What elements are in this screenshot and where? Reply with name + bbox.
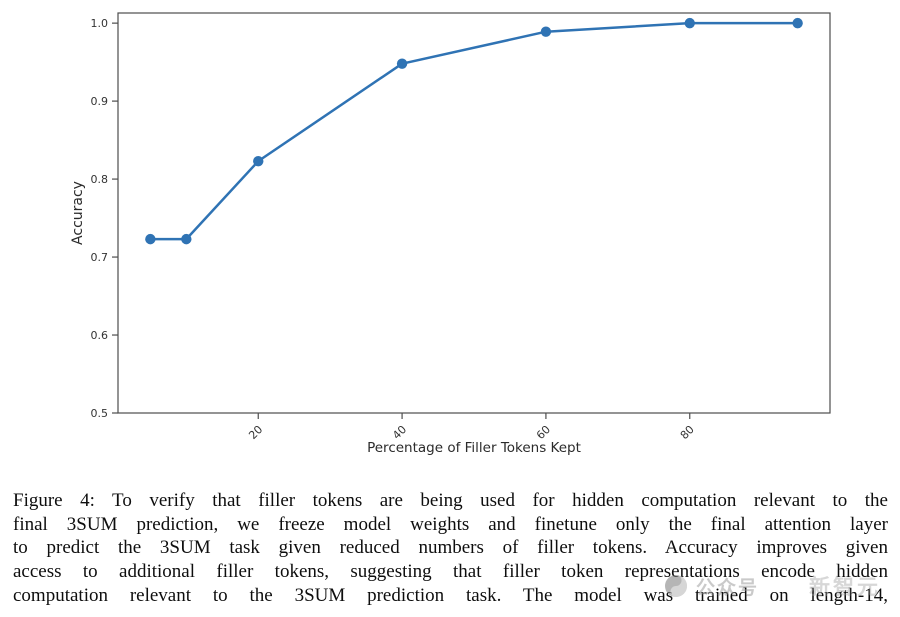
y-axis-label: Accuracy <box>70 181 86 245</box>
caption-line: final 3SUM prediction, we freeze model w… <box>13 513 888 535</box>
caption-line: access to additional filler tokens, sugg… <box>13 561 888 583</box>
data-point-marker <box>181 233 192 245</box>
caption-line: to predict the 3SUM task given reduced n… <box>13 537 888 559</box>
data-point-marker <box>396 58 408 69</box>
accuracy-series-line <box>149 21 799 241</box>
caption-line: Figure 4: To verify that filler tokens a… <box>13 490 888 511</box>
x-tick-label: 20 <box>246 423 265 442</box>
data-point-marker <box>540 26 552 37</box>
data-point-marker <box>684 17 695 29</box>
data-point-marker <box>792 17 803 29</box>
y-tick-label: 0.8 <box>91 173 109 186</box>
data-point-marker <box>145 233 156 245</box>
plot-border <box>117 12 831 414</box>
figure-caption: Figure 4: To verify that filler tokens a… <box>13 489 888 607</box>
x-tick-label: 80 <box>678 423 697 442</box>
data-point-marker <box>253 155 264 167</box>
caption-line: computation relevant to the 3SUM predict… <box>13 584 888 606</box>
x-axis-label: Percentage of Filler Tokens Kept <box>367 440 581 456</box>
y-tick-label: 0.5 <box>91 407 109 420</box>
y-tick-label: 0.6 <box>91 329 109 342</box>
accuracy-line-chart: 0.50.60.70.80.91.020 40 60 80 <box>91 12 831 442</box>
y-tick-label: 0.9 <box>91 95 109 108</box>
y-tick-label: 1.0 <box>91 17 109 30</box>
y-tick-label: 0.7 <box>91 251 109 264</box>
